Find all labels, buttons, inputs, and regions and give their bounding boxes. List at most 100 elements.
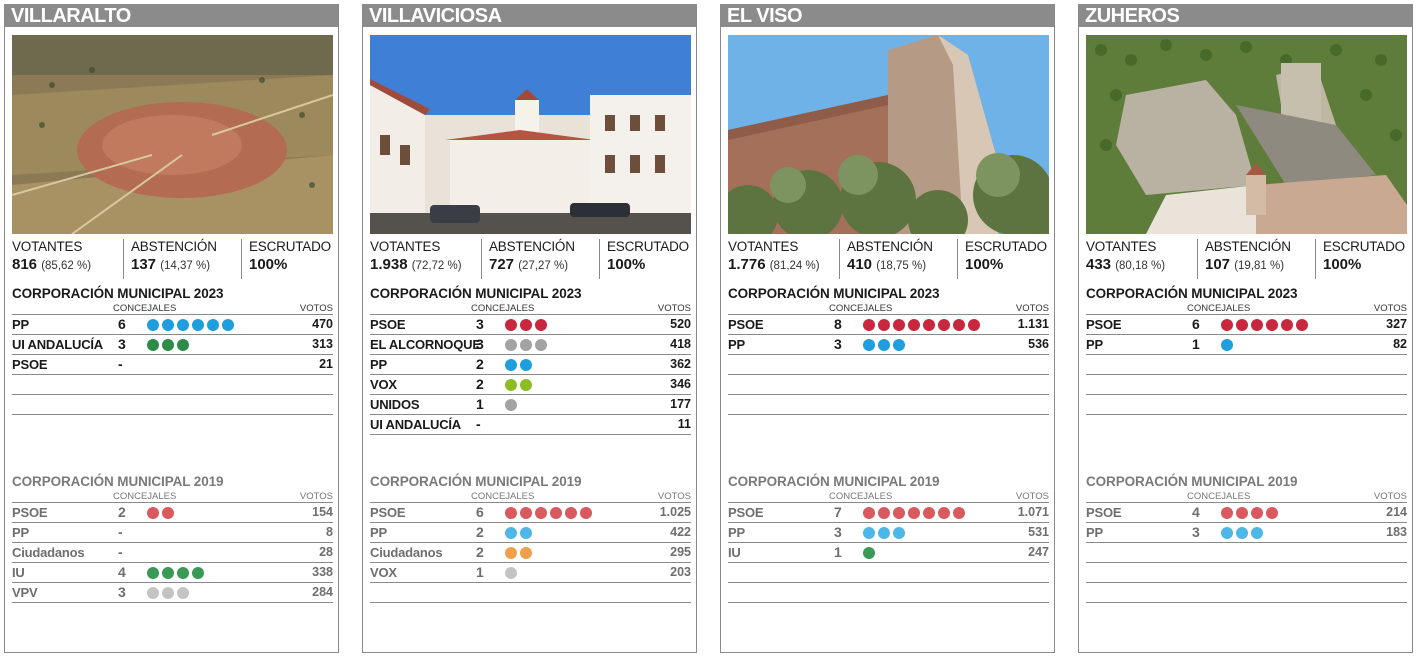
seat-dot	[505, 359, 517, 371]
party-row: PSOE 6 327	[1086, 315, 1407, 335]
seat-dot	[878, 339, 890, 351]
seat-dot	[162, 339, 174, 351]
party-name: EL ALCORNOQUE	[370, 337, 481, 352]
party-name: Ciudadanos	[12, 545, 85, 560]
seat-count: 2	[476, 356, 484, 372]
seat-dot	[1221, 507, 1233, 519]
votantes-pct: (85,62 %)	[41, 260, 92, 272]
escrutado-label: ESCRUTADO	[1323, 239, 1405, 254]
seat-dot	[162, 567, 174, 579]
party-row: UNIDOS 1 177	[370, 395, 691, 415]
escrutado-stat: ESCRUTADO 100%	[957, 239, 1049, 279]
seat-dot	[1266, 507, 1278, 519]
vote-count: 203	[670, 565, 691, 579]
party-name: UNIDOS	[370, 397, 420, 412]
vote-count: 536	[1028, 337, 1049, 351]
seat-dots	[147, 567, 204, 579]
abstencion-stat: ABSTENCIÓN 107 (19,81 %)	[1197, 239, 1315, 279]
concejales-header: CONCEJALES	[471, 491, 535, 502]
seat-count: 2	[476, 524, 484, 540]
seat-dot	[520, 507, 532, 519]
abstencion-stat: ABSTENCIÓN 727 (27,27 %)	[481, 239, 599, 279]
section-title: CORPORACIÓN MUNICIPAL 2019	[1086, 474, 1298, 489]
abstencion-pct: (27,27 %)	[518, 260, 569, 272]
seat-dot	[580, 507, 592, 519]
party-row: PP 2 422	[370, 523, 691, 543]
party-row: Ciudadanos - 28	[12, 543, 333, 563]
seat-count: 1	[476, 396, 484, 412]
party-name: IU	[12, 565, 25, 580]
seat-dot	[893, 507, 905, 519]
seat-dot	[177, 319, 189, 331]
votantes-label: VOTANTES	[728, 239, 799, 254]
seat-dot	[177, 339, 189, 351]
vote-count: 346	[670, 377, 691, 391]
party-row: PSOE - 21	[12, 355, 333, 375]
seat-dot	[162, 319, 174, 331]
votantes-stat: VOTANTES 1.776 (81,24 %)	[728, 239, 839, 279]
abstencion-value: 107	[1205, 256, 1231, 273]
seat-count: 6	[118, 316, 126, 332]
abstencion-pct: (14,37 %)	[160, 260, 211, 272]
abstencion-stat: ABSTENCIÓN 137 (14,37 %)	[123, 239, 241, 279]
town-name: VILLARALTO	[5, 5, 338, 27]
seat-dot	[923, 319, 935, 331]
party-row	[1086, 395, 1407, 415]
vote-count: 8	[326, 525, 333, 539]
vote-count: 247	[1028, 545, 1049, 559]
votos-header: VOTOS	[1373, 303, 1407, 314]
town-card-villaralto: VILLARALTO VOTANTES 816 (85,62 %) ABSTEN…	[4, 4, 339, 653]
seat-dot	[207, 319, 219, 331]
seat-dot	[520, 319, 532, 331]
seat-count: 3	[118, 336, 126, 352]
escrutado-stat: ESCRUTADO 100%	[241, 239, 333, 279]
votantes-label: VOTANTES	[12, 239, 83, 254]
vote-count: 470	[312, 317, 333, 331]
party-name: PP	[12, 317, 29, 332]
seat-count: -	[118, 544, 123, 560]
castle-aerial-photo	[1086, 35, 1407, 234]
seat-dot	[162, 507, 174, 519]
votos-header: VOTOS	[657, 491, 691, 502]
seat-dot	[923, 507, 935, 519]
town-card-villaviciosa: VILLAVICIOSA VOTANTES 1.938 (72,72 %)	[362, 4, 697, 653]
seat-dot	[505, 339, 517, 351]
concejales-header: CONCEJALES	[113, 303, 177, 314]
escrutado-stat: ESCRUTADO 100%	[599, 239, 691, 279]
town-name: ZUHEROS	[1079, 5, 1412, 27]
escrutado-label: ESCRUTADO	[249, 239, 331, 254]
seat-dots	[863, 339, 905, 351]
party-name: PP	[728, 337, 745, 352]
seat-count: 3	[476, 336, 484, 352]
turnout-stats: VOTANTES 816 (85,62 %) ABSTENCIÓN 137 (1…	[12, 239, 333, 279]
section-title: CORPORACIÓN MUNICIPAL 2019	[728, 474, 940, 489]
seat-dot	[505, 507, 517, 519]
seat-dot	[863, 339, 875, 351]
party-row: VPV 3 284	[12, 583, 333, 603]
votos-header: VOTOS	[1015, 491, 1049, 502]
party-name: PSOE	[370, 505, 406, 520]
party-name: VPV	[12, 585, 38, 600]
party-row	[1086, 583, 1407, 603]
votantes-stat: VOTANTES 433 (80,18 %)	[1086, 239, 1197, 279]
vote-count: 422	[670, 525, 691, 539]
seat-dot	[147, 567, 159, 579]
party-row: PSOE 8 1.131	[728, 315, 1049, 335]
party-row: UI ANDALUCÍA 3 313	[12, 335, 333, 355]
section-title: CORPORACIÓN MUNICIPAL 2023	[728, 286, 940, 301]
seat-dot	[1296, 319, 1308, 331]
seat-dot	[147, 507, 159, 519]
votantes-value: 433	[1086, 256, 1112, 273]
vote-count: 177	[670, 397, 691, 411]
seat-count: 3	[476, 316, 484, 332]
seat-dot	[908, 507, 920, 519]
party-row	[370, 583, 691, 603]
results-table: PSOE 6 327 PP 1 82	[1086, 314, 1407, 415]
seat-dot	[1221, 527, 1233, 539]
party-row: PP 6 470	[12, 315, 333, 335]
seat-dots	[863, 507, 965, 519]
vote-count: 28	[319, 545, 333, 559]
party-row: PP 2 362	[370, 355, 691, 375]
party-name: IU	[728, 545, 741, 560]
seat-dot	[893, 319, 905, 331]
